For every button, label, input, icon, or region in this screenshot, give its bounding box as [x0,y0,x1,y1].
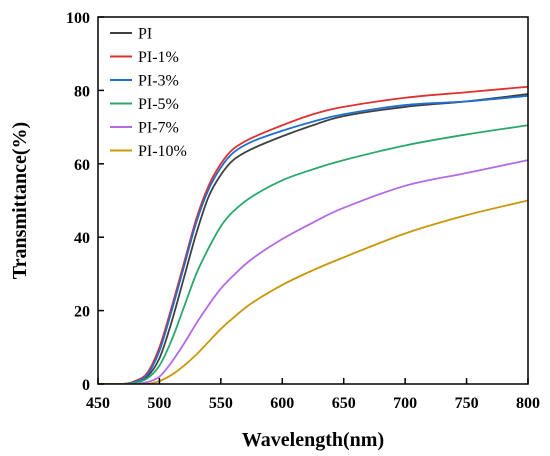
legend: PI PI-1% PI-3% PI-5% PI-7% PI-10% [110,26,187,160]
series-line-pi-10 [98,199,528,384]
series-line-pi [98,93,528,384]
y-axis-ticks: 0 20 40 60 80 100 [66,10,104,394]
x-tick-label: 500 [147,395,171,412]
x-axis-title: Wavelength(nm) [242,429,384,451]
y-tick-label: 0 [82,377,90,394]
series-layer [98,85,528,384]
series-line-pi-1 [98,85,528,384]
x-axis-ticks: 450 500 550 600 650 700 750 800 [86,378,540,412]
y-tick-label: 80 [74,83,90,100]
series-line-pi-5 [98,124,528,384]
legend-label: PI-3% [138,73,179,90]
series-line-pi-7 [98,159,528,384]
y-tick-label: 60 [74,157,90,174]
y-tick-label: 20 [74,304,90,321]
legend-label: PI-7% [138,120,179,137]
y-axis-title: Transmittance(%) [9,122,31,279]
x-tick-label: 650 [332,395,356,412]
legend-label: PI [138,26,152,43]
legend-label: PI-5% [138,96,179,113]
x-tick-label: 600 [270,395,294,412]
plot-frame [97,16,529,385]
series-line-pi-3 [98,95,528,384]
x-tick-label: 750 [455,395,479,412]
legend-label: PI-1% [138,49,179,66]
y-tick-label: 40 [74,230,90,247]
x-tick-label: 450 [86,395,110,412]
x-tick-label: 550 [209,395,233,412]
x-tick-label: 700 [393,395,417,412]
legend-label: PI-10% [138,143,187,160]
x-tick-label: 800 [516,395,540,412]
y-tick-label: 100 [66,10,90,27]
